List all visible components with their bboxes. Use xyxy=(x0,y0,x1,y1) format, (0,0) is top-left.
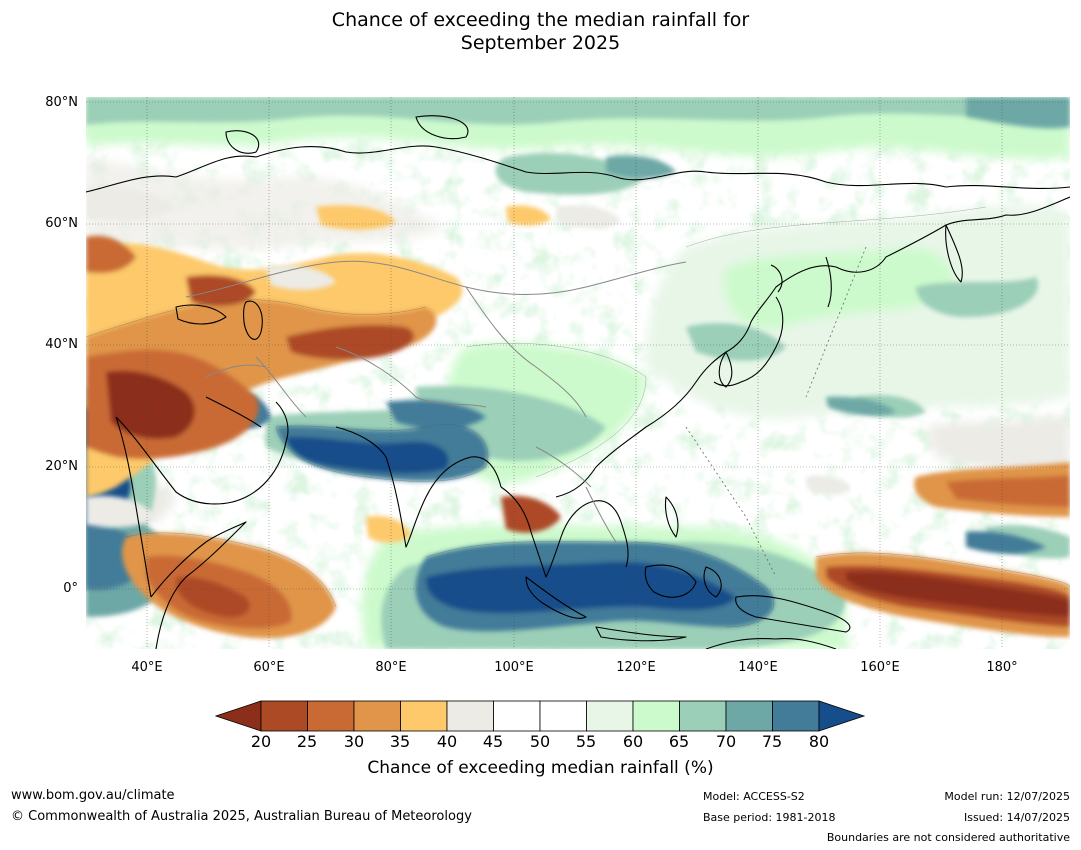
colorbar-tick-65: 65 xyxy=(668,732,690,751)
footer-disclaimer: Boundaries are not considered authoritat… xyxy=(826,831,1070,844)
footer-url: www.bom.gov.au/climate xyxy=(11,788,175,803)
colorbar-cell xyxy=(679,700,727,732)
colorbar-tick-40: 40 xyxy=(436,732,458,751)
colorbar-cell xyxy=(725,700,773,732)
colorbar-label: Chance of exceeding median rainfall (%) xyxy=(367,758,714,778)
footer-copyright: © Commonwealth of Australia 2025, Austra… xyxy=(11,809,472,824)
lon-tick-80e: 80°E xyxy=(375,660,407,675)
coastlines xyxy=(86,115,1070,649)
colorbar xyxy=(215,700,866,732)
colorbar-cell xyxy=(307,700,355,732)
lon-tick-140e: 140°E xyxy=(738,660,778,675)
map-title: Chance of exceeding the median rainfall … xyxy=(331,9,750,54)
colorbar-cell xyxy=(772,700,820,732)
colorbar-cell-below xyxy=(215,700,262,732)
maritime-boundaries xyxy=(685,246,867,578)
colorbar-tick-70: 70 xyxy=(715,732,737,751)
colorbar-tick-50: 50 xyxy=(529,732,551,751)
colorbar-tick-75: 75 xyxy=(761,732,783,751)
colorbar-cell xyxy=(400,700,448,732)
lat-tick-60n: 60°N xyxy=(45,216,78,231)
lat-tick-80n: 80°N xyxy=(45,95,78,110)
lon-tick-100e: 100°E xyxy=(494,660,534,675)
lon-tick-180: 180° xyxy=(986,660,1018,675)
rainfall-probability-map xyxy=(86,97,1070,649)
colorbar-tick-55: 55 xyxy=(575,732,597,751)
footer-model-run: Model run: 12/07/2025 xyxy=(944,790,1070,803)
colorbar-tick-35: 35 xyxy=(389,732,411,751)
footer-issued: Issued: 14/07/2025 xyxy=(963,811,1070,824)
colorbar-cell xyxy=(260,700,308,732)
colorbar-tick-25: 25 xyxy=(296,732,318,751)
footer-base-period: Base period: 1981-2018 xyxy=(703,811,836,824)
lat-tick-40n: 40°N xyxy=(45,337,78,352)
colorbar-cells xyxy=(215,700,866,732)
colorbar-cell xyxy=(632,700,680,732)
lon-tick-40e: 40°E xyxy=(131,660,163,675)
colorbar-tick-45: 45 xyxy=(482,732,504,751)
lat-tick-20n: 20°N xyxy=(45,459,78,474)
lat-tick-0: 0° xyxy=(63,581,78,596)
lon-tick-60e: 60°E xyxy=(253,660,285,675)
colorbar-cell xyxy=(539,700,587,732)
lon-tick-160e: 160°E xyxy=(860,660,900,675)
colorbar-tick-60: 60 xyxy=(622,732,644,751)
contour-lines xyxy=(86,206,1070,628)
forecast-map xyxy=(86,97,1070,649)
colorbar-cell xyxy=(353,700,401,732)
footer-model: Model: ACCESS-S2 xyxy=(703,790,805,803)
colorbar-cell xyxy=(446,700,494,732)
near-normal-regions xyxy=(86,185,851,528)
lon-tick-120e: 120°E xyxy=(616,660,656,675)
colorbar-cell xyxy=(493,700,541,732)
country-boundaries xyxy=(185,260,687,543)
colorbar-tick-80: 80 xyxy=(808,732,830,751)
colorbar-tick-20: 20 xyxy=(250,732,272,751)
dry-regions xyxy=(86,205,1070,639)
gridlines xyxy=(86,97,1070,649)
colorbar-tick-30: 30 xyxy=(343,732,365,751)
colorbar-cell xyxy=(586,700,634,732)
colorbar-cell-above xyxy=(818,700,866,732)
